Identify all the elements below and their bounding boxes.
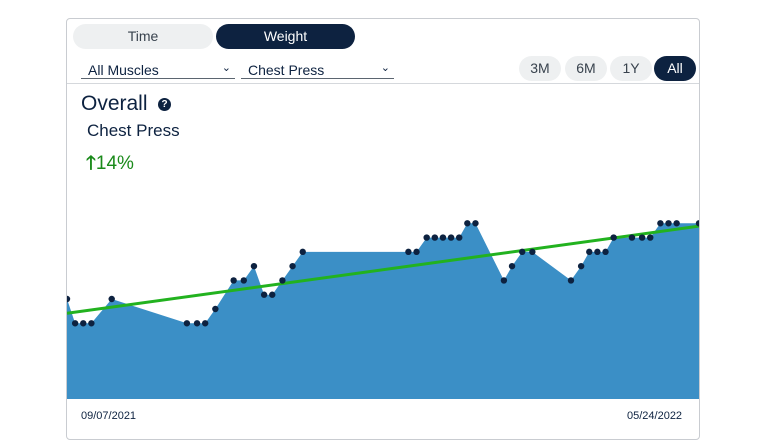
chevron-down-icon: ⌄ bbox=[380, 62, 390, 74]
data-point[interactable] bbox=[567, 277, 575, 284]
data-point[interactable] bbox=[80, 320, 87, 327]
muscle-group-dropdown[interactable]: All Muscles ⌄ bbox=[81, 60, 235, 79]
exercise-value: Chest Press bbox=[248, 62, 325, 78]
chevron-down-icon: ⌄ bbox=[221, 62, 231, 74]
data-point[interactable] bbox=[602, 248, 609, 256]
data-point[interactable] bbox=[464, 220, 471, 227]
progress-chart bbox=[67, 220, 699, 399]
data-point[interactable] bbox=[67, 295, 71, 303]
data-point[interactable] bbox=[665, 220, 672, 227]
data-point[interactable] bbox=[299, 248, 306, 256]
data-point[interactable] bbox=[638, 234, 646, 241]
data-point[interactable] bbox=[269, 291, 276, 298]
range-3m-button[interactable]: 3M bbox=[519, 56, 561, 81]
data-point[interactable] bbox=[71, 320, 79, 327]
range-all-button[interactable]: All bbox=[654, 56, 696, 81]
data-point[interactable] bbox=[88, 320, 95, 327]
data-point[interactable] bbox=[439, 234, 447, 241]
range-1y-button[interactable]: 1Y bbox=[610, 56, 652, 81]
data-point[interactable] bbox=[500, 277, 508, 284]
divider bbox=[67, 83, 699, 84]
arrow-up-icon: 🡑 bbox=[86, 153, 96, 174]
x-axis-start-label: 09/07/2021 bbox=[81, 410, 137, 422]
data-point[interactable] bbox=[577, 262, 585, 270]
data-point[interactable] bbox=[405, 248, 412, 256]
tab-weight[interactable]: Weight bbox=[216, 24, 355, 49]
tab-time[interactable]: Time bbox=[73, 24, 213, 49]
data-point[interactable] bbox=[108, 295, 115, 303]
data-point[interactable] bbox=[529, 248, 536, 256]
data-point[interactable] bbox=[673, 220, 680, 227]
data-point[interactable] bbox=[447, 234, 455, 241]
data-point[interactable] bbox=[519, 248, 526, 256]
data-point[interactable] bbox=[610, 234, 617, 241]
data-point[interactable] bbox=[508, 262, 516, 270]
data-point[interactable] bbox=[260, 291, 268, 298]
trend-change-value: 14% bbox=[95, 153, 134, 174]
data-point[interactable] bbox=[594, 248, 601, 256]
data-point[interactable] bbox=[240, 277, 247, 284]
page-title: Overall bbox=[81, 92, 148, 115]
data-point[interactable] bbox=[456, 234, 463, 241]
data-point[interactable] bbox=[423, 234, 430, 241]
data-point[interactable] bbox=[647, 234, 654, 241]
data-point[interactable] bbox=[289, 262, 296, 270]
data-point[interactable] bbox=[657, 220, 664, 227]
data-point[interactable] bbox=[472, 220, 479, 227]
data-point[interactable] bbox=[183, 320, 191, 327]
data-point[interactable] bbox=[586, 248, 593, 256]
data-point[interactable] bbox=[193, 320, 201, 327]
data-point[interactable] bbox=[413, 248, 420, 256]
trend-change: 🡑14% bbox=[86, 149, 134, 181]
data-point[interactable] bbox=[431, 234, 439, 241]
x-axis-end-label: 05/24/2022 bbox=[627, 410, 683, 422]
data-point[interactable] bbox=[250, 262, 258, 270]
data-point[interactable] bbox=[279, 277, 286, 284]
data-points bbox=[67, 220, 699, 327]
area-fill bbox=[67, 223, 699, 399]
trend-line bbox=[67, 224, 699, 315]
data-point[interactable] bbox=[201, 320, 209, 327]
exercise-dropdown[interactable]: Chest Press ⌄ bbox=[241, 60, 394, 79]
data-point[interactable] bbox=[628, 234, 636, 241]
muscle-group-value: All Muscles bbox=[88, 62, 159, 78]
exercise-name: Chest Press bbox=[87, 121, 180, 140]
range-6m-button[interactable]: 6M bbox=[565, 56, 607, 81]
strength-progress-card: Time Weight All Muscles ⌄ Chest Press ⌄ … bbox=[66, 18, 700, 440]
help-icon[interactable]: ? bbox=[158, 98, 171, 111]
data-point[interactable] bbox=[212, 305, 219, 313]
data-point[interactable] bbox=[230, 277, 237, 284]
data-point[interactable] bbox=[695, 220, 699, 227]
